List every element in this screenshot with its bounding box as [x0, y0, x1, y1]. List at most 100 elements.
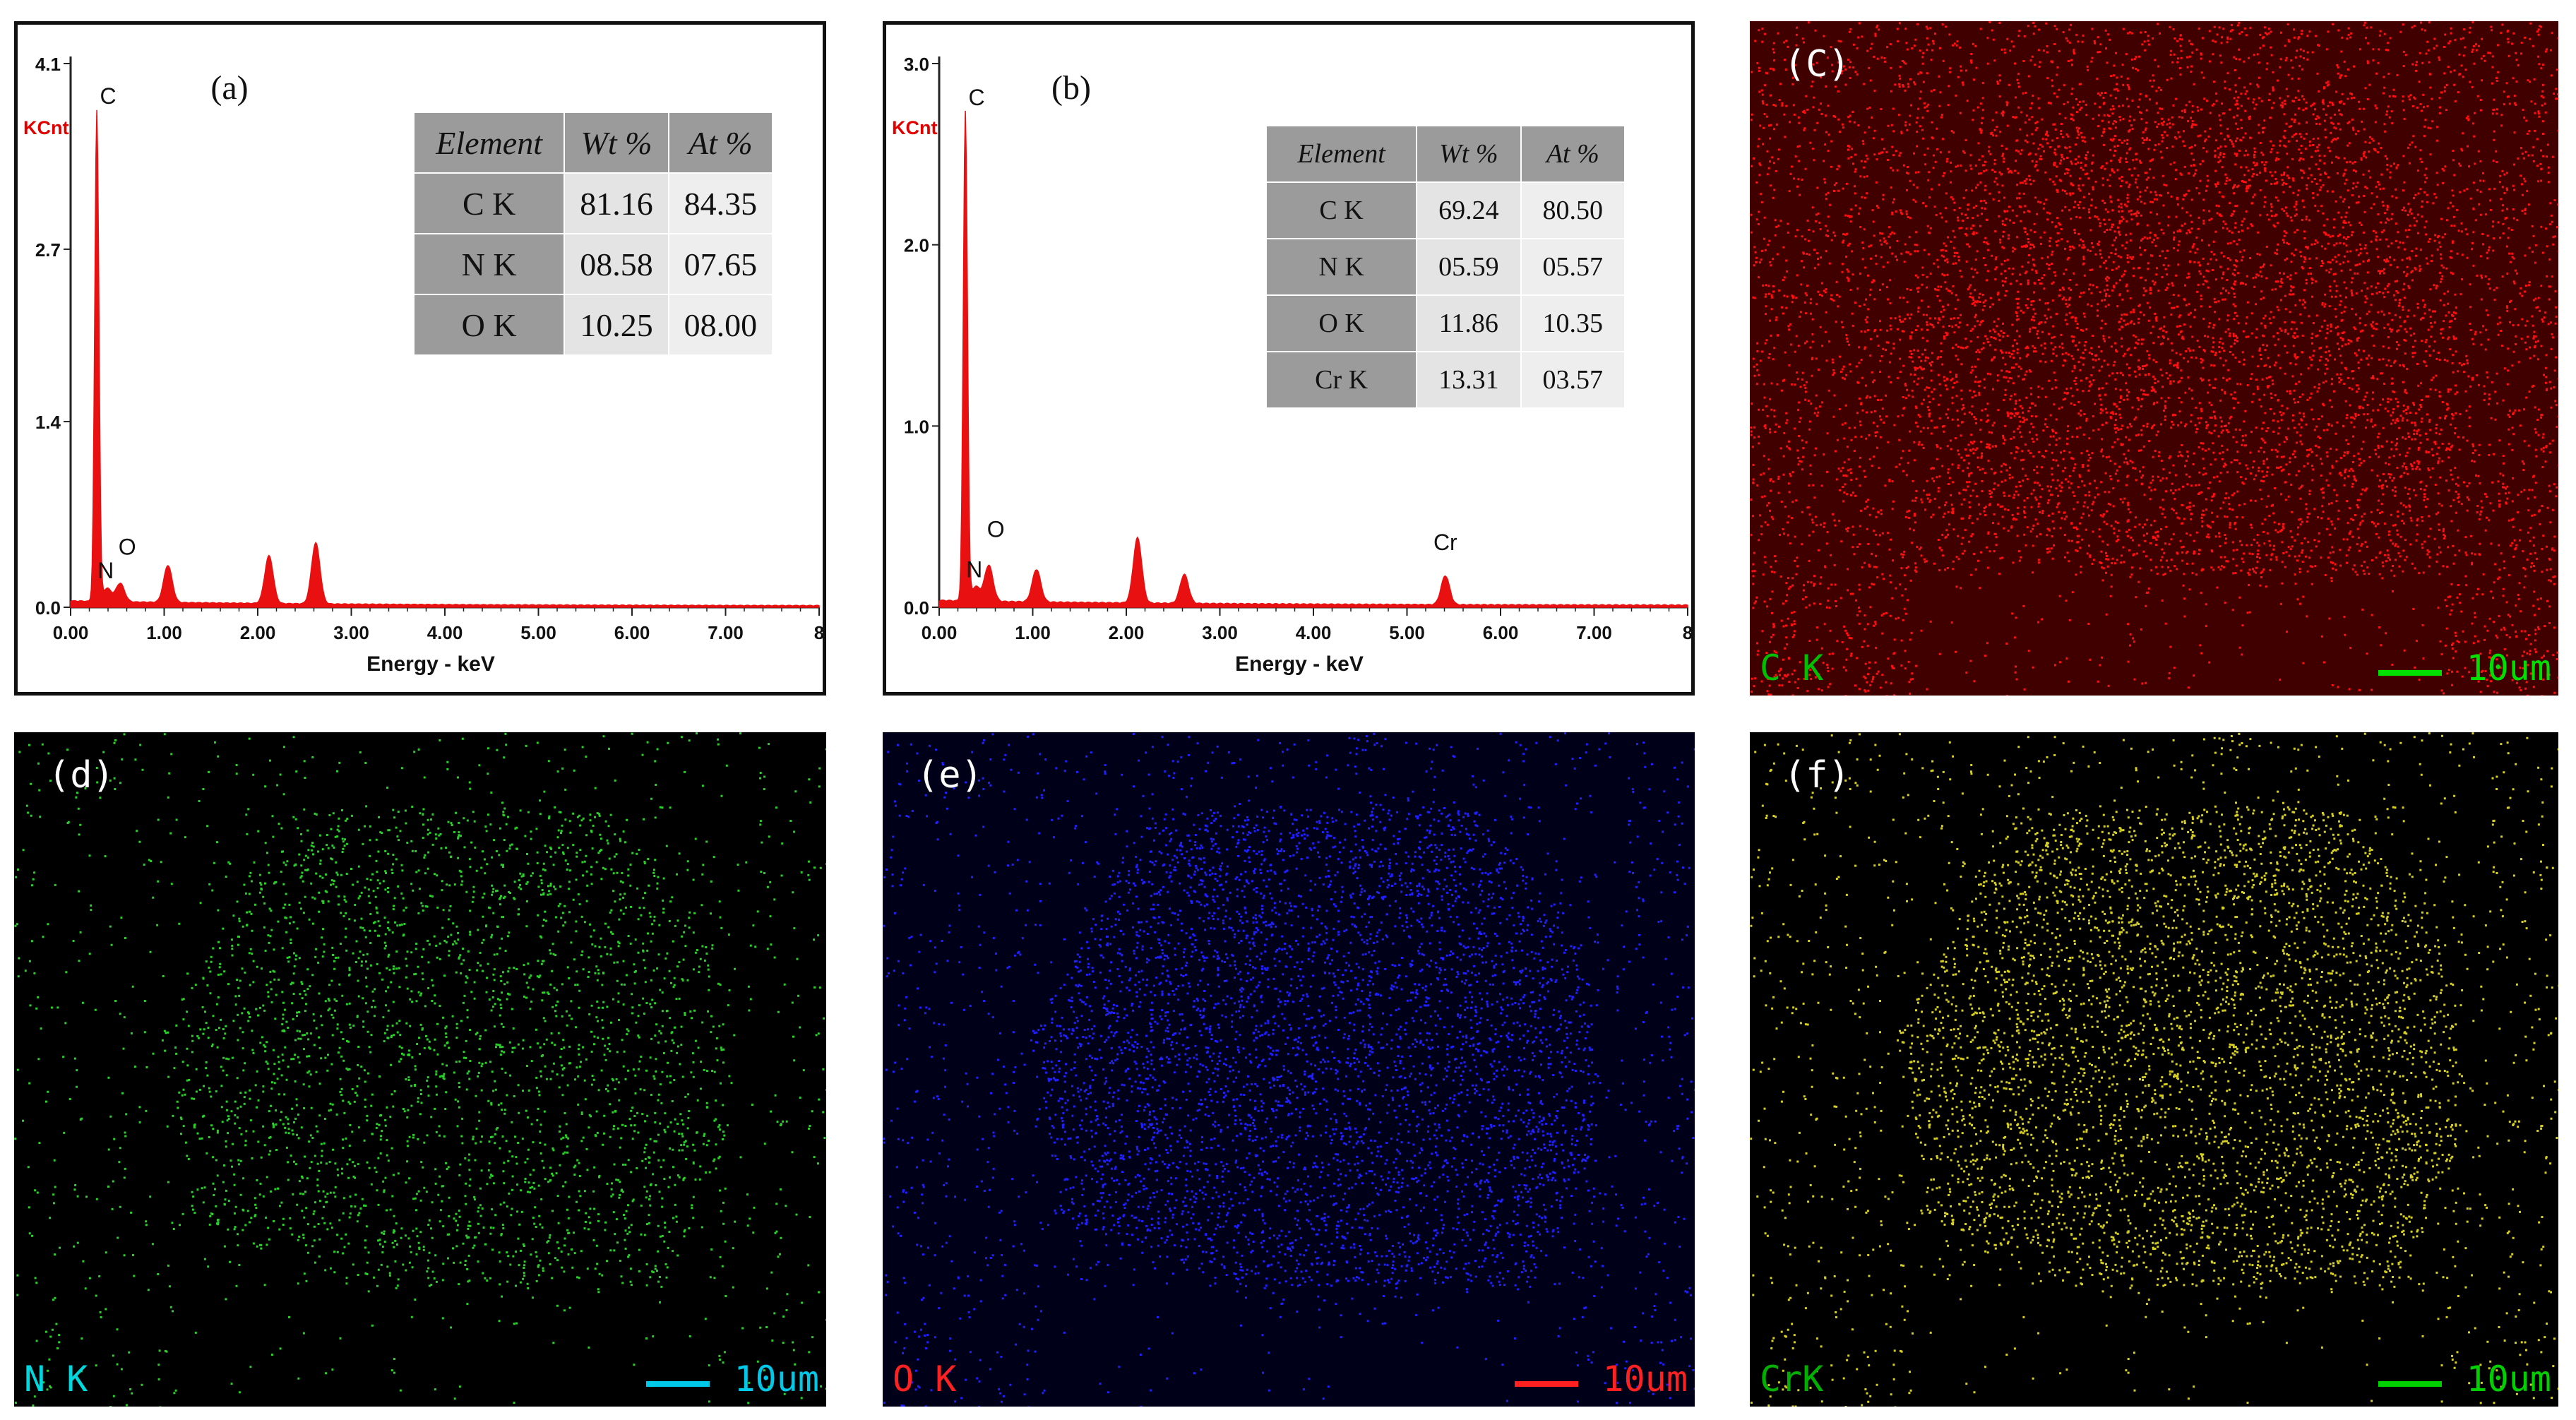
table-row: O K 10.25 08.00: [412, 294, 774, 356]
peak-point: [96, 116, 98, 118]
table-cell-element: C K: [1265, 181, 1418, 239]
map-dots: [883, 732, 1695, 1407]
x-tick-label: 1.00: [146, 622, 182, 643]
map-dots: [1750, 732, 2558, 1407]
x-tick-label: 0.00: [922, 622, 958, 643]
peak-label: Cr: [1433, 530, 1457, 555]
table-row: O K 11.86 10.35: [1265, 294, 1626, 352]
peak-point: [315, 545, 317, 547]
spectrum-panel-b: 0.0 1.0 2.0 3.0 0.00 1.00 2.00 3.00 4.00 5.00 6.00…: [883, 21, 1695, 696]
composition-table-a: Element Wt % At % C K 81.16 84.35 N K 08…: [412, 112, 774, 356]
x-tick-label: 6.00: [614, 622, 650, 643]
map-panel-c: (C) C K 10um: [1750, 21, 2558, 696]
table-cell-at: 03.57: [1520, 351, 1626, 409]
peak-label: N: [966, 556, 982, 582]
table-b-header-at: At %: [1520, 125, 1626, 183]
table-cell-wt: 81.16: [564, 172, 669, 234]
y-tick-label: 0.0: [904, 597, 929, 619]
map-d-image: (d) N K 10um: [14, 732, 826, 1407]
table-a-header-at: At %: [667, 112, 774, 174]
x-tick-label: 5.00: [520, 622, 556, 643]
peak-point: [1183, 577, 1186, 579]
y-tick-label: 2.7: [35, 239, 61, 261]
spectrum-series: [70, 109, 820, 608]
scale-bar-label: 10um: [2467, 1359, 2551, 1400]
map-panel-e: (e) O K 10um: [883, 732, 1695, 1407]
y-tick-label: 3.0: [904, 54, 929, 75]
x-tick-label: 4.00: [1296, 622, 1332, 643]
map-element-label: N K: [24, 1359, 88, 1400]
x-tick-label: 5.00: [1389, 622, 1425, 643]
scale-bar-label: 10um: [734, 1359, 819, 1400]
peak-point: [106, 593, 108, 595]
table-cell-wt: 11.86: [1416, 294, 1522, 352]
map-panel-label: (d): [48, 754, 114, 796]
table-cell-at: 05.57: [1520, 238, 1626, 296]
map-background: [883, 732, 1695, 1407]
peak-point: [965, 117, 967, 119]
map-background: [14, 732, 826, 1407]
peak-point: [268, 559, 270, 561]
peak-label: C: [969, 85, 985, 110]
peak-point: [974, 592, 977, 594]
y-tick-label: 4.1: [35, 54, 61, 75]
table-cell-wt: 13.31: [1416, 351, 1522, 409]
x-tick-label: 7.00: [708, 622, 744, 643]
table-cell-at: 84.35: [667, 172, 774, 234]
x-tick-label: 3.00: [333, 622, 369, 643]
table-cell-element: N K: [412, 233, 566, 295]
peak-point: [1444, 577, 1446, 579]
table-b-header-element: Element: [1265, 125, 1418, 183]
table-cell-wt: 08.58: [564, 233, 669, 295]
y-tick-label: 0.0: [35, 597, 61, 619]
map-element-label: CrK: [1760, 1359, 1823, 1400]
spectrum-a-plot: 0.0 1.4 2.7 4.1 0.00 1.00 2.00 3.00 4.00 5.00 6.00…: [23, 54, 823, 676]
table-row: Cr K 13.31 03.57: [1265, 351, 1626, 409]
table-cell-at: 10.35: [1520, 294, 1626, 352]
y-tick-label: 1.0: [904, 416, 929, 437]
map-panel-d: (d) N K 10um: [14, 732, 826, 1407]
table-cell-wt: 10.25: [564, 294, 669, 356]
x-tick-label: 3.00: [1202, 622, 1238, 643]
table-cell-at: 07.65: [667, 233, 774, 295]
map-dots: [1750, 21, 2558, 696]
x-axis-label: Energy - keV: [366, 652, 495, 676]
map-element-label: O K: [893, 1359, 956, 1400]
map-panel-f: (f) CrK 10um: [1750, 732, 2558, 1407]
scale-bar-label: 10um: [2467, 648, 2551, 688]
x-axis-label: Energy - keV: [1235, 652, 1364, 676]
x-tick-label: 0.00: [53, 622, 89, 643]
map-panel-label: (C): [1784, 43, 1850, 85]
x-tick-label: 2.00: [240, 622, 276, 643]
table-a-header-element: Element: [412, 112, 566, 174]
map-panel-label: (e): [917, 754, 983, 796]
panel-label: (b): [1051, 69, 1091, 107]
table-cell-at: 08.00: [667, 294, 774, 356]
table-cell-element: Cr K: [1265, 351, 1418, 409]
table-cell-element: N K: [1265, 238, 1418, 296]
table-cell-element: C K: [412, 172, 566, 234]
map-element-label: C K: [1760, 648, 1823, 688]
peak-label: N: [97, 558, 114, 583]
spectrum-panel-a: 0.0 1.4 2.7 4.1 0.00 1.00 2.00 3.00 4.00 5.00 6.00…: [14, 21, 826, 696]
y-tick-label: 1.4: [35, 412, 61, 433]
map-c-image: (C) C K 10um: [1750, 21, 2558, 696]
x-tick-label: 7.00: [1576, 622, 1612, 643]
map-panel-label: (f): [1784, 754, 1850, 796]
table-b-header-wt: Wt %: [1416, 125, 1522, 183]
spectrum-series: [938, 110, 1688, 608]
x-tick-label: 2.00: [1109, 622, 1145, 643]
peak-point: [167, 569, 169, 571]
x-tick-label: 8: [1683, 622, 1691, 643]
table-cell-at: 80.50: [1520, 181, 1626, 239]
y-tick-label: 2.0: [904, 235, 929, 256]
x-tick-label: 6.00: [1483, 622, 1519, 643]
x-tick-label: 4.00: [427, 622, 463, 643]
map-background: [1750, 732, 2558, 1407]
y-axis-label: KCnt: [23, 117, 68, 138]
table-row: N K 08.58 07.65: [412, 233, 774, 295]
table-cell-wt: 05.59: [1416, 238, 1522, 296]
x-tick-label: 1.00: [1015, 622, 1051, 643]
peak-label: O: [119, 535, 136, 560]
composition-table-b: Element Wt % At % C K 69.24 80.50 N K 05…: [1265, 125, 1626, 409]
